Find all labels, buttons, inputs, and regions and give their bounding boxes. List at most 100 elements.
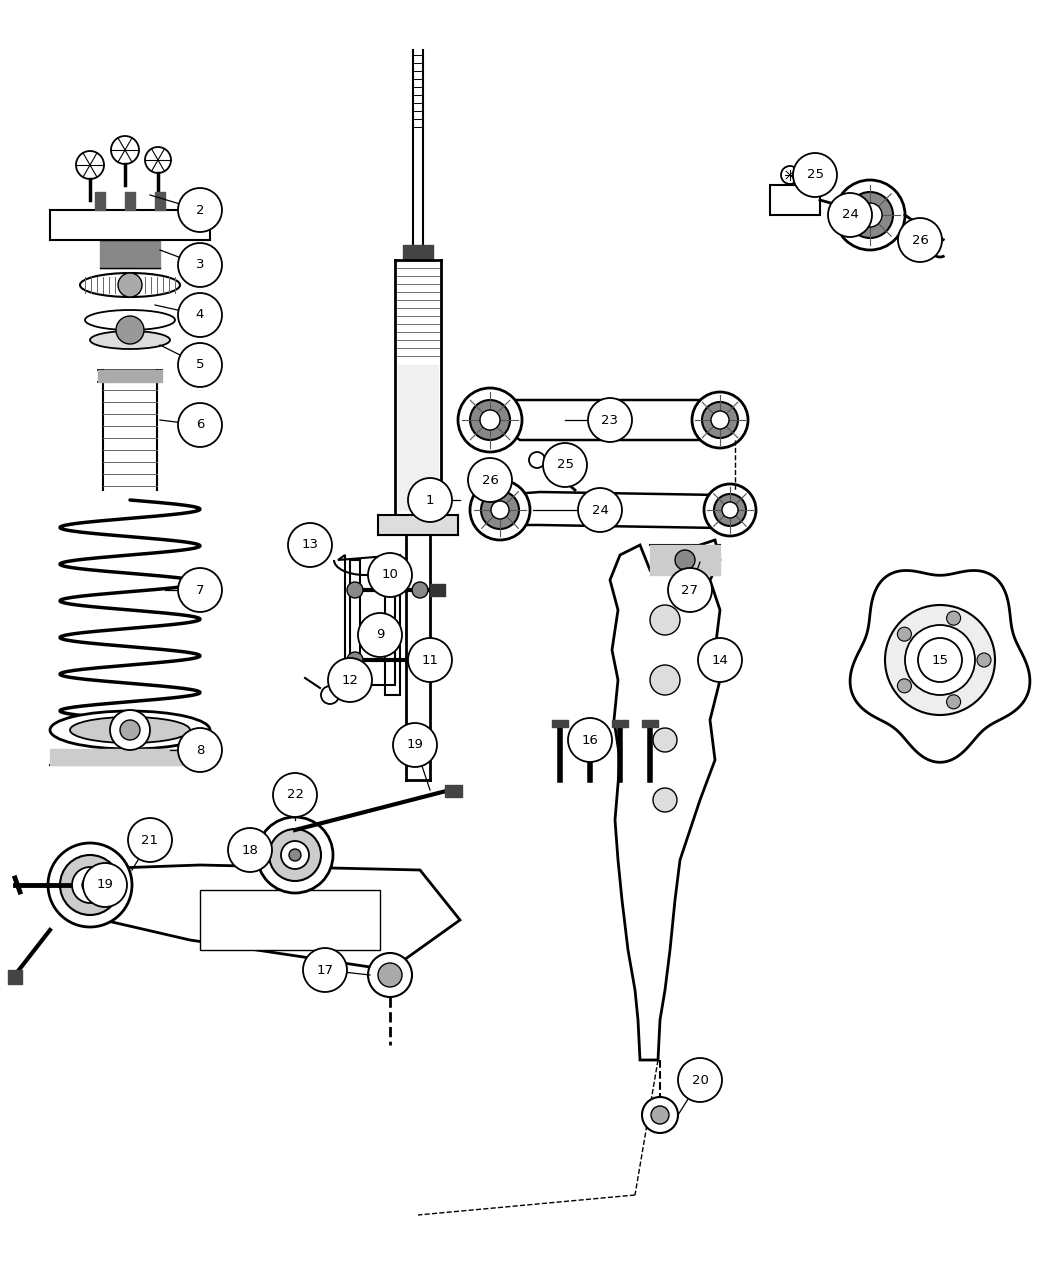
- Circle shape: [529, 453, 545, 468]
- Circle shape: [918, 638, 962, 682]
- Circle shape: [145, 147, 171, 173]
- Polygon shape: [60, 864, 460, 970]
- Text: 1: 1: [425, 493, 435, 506]
- Circle shape: [303, 949, 346, 992]
- Circle shape: [393, 723, 437, 768]
- Ellipse shape: [90, 332, 170, 349]
- Polygon shape: [338, 555, 400, 695]
- Circle shape: [470, 479, 530, 541]
- Ellipse shape: [50, 711, 210, 748]
- Text: 25: 25: [806, 168, 823, 181]
- Circle shape: [321, 686, 339, 704]
- Circle shape: [588, 398, 632, 442]
- Polygon shape: [200, 890, 380, 950]
- Circle shape: [408, 478, 452, 521]
- Circle shape: [178, 293, 222, 337]
- Circle shape: [178, 403, 222, 448]
- Text: 15: 15: [931, 654, 948, 667]
- Text: 10: 10: [381, 569, 398, 581]
- Circle shape: [692, 391, 748, 448]
- Circle shape: [543, 442, 587, 487]
- Circle shape: [578, 488, 622, 532]
- Text: 3: 3: [195, 259, 205, 272]
- Circle shape: [83, 863, 127, 907]
- Text: 19: 19: [406, 738, 423, 751]
- Circle shape: [178, 343, 222, 388]
- Ellipse shape: [85, 310, 175, 330]
- Text: 2: 2: [195, 204, 205, 217]
- Circle shape: [412, 652, 428, 668]
- Text: 16: 16: [582, 733, 598, 746]
- Circle shape: [82, 877, 98, 892]
- Circle shape: [288, 523, 332, 567]
- Circle shape: [408, 638, 452, 682]
- Text: 8: 8: [195, 743, 204, 756]
- Polygon shape: [770, 185, 820, 215]
- Polygon shape: [610, 541, 720, 1060]
- Text: 11: 11: [421, 654, 439, 667]
- Circle shape: [110, 710, 150, 750]
- Circle shape: [458, 388, 522, 453]
- Circle shape: [714, 493, 745, 527]
- Circle shape: [653, 728, 677, 752]
- Circle shape: [178, 728, 222, 771]
- Text: 27: 27: [681, 584, 698, 597]
- Polygon shape: [490, 400, 730, 440]
- Circle shape: [368, 952, 412, 997]
- Text: 24: 24: [841, 209, 859, 222]
- Circle shape: [328, 658, 372, 703]
- Circle shape: [481, 491, 519, 529]
- Text: 6: 6: [195, 418, 204, 431]
- Circle shape: [118, 273, 142, 297]
- Circle shape: [885, 606, 995, 715]
- Circle shape: [269, 829, 321, 881]
- Text: 25: 25: [556, 459, 573, 472]
- Circle shape: [128, 819, 172, 862]
- Text: 17: 17: [316, 964, 334, 977]
- Ellipse shape: [70, 717, 190, 743]
- Circle shape: [702, 402, 738, 439]
- Circle shape: [651, 1105, 669, 1125]
- Circle shape: [378, 963, 402, 987]
- Circle shape: [678, 1058, 722, 1102]
- Circle shape: [947, 695, 961, 709]
- Circle shape: [480, 411, 500, 430]
- Text: 5: 5: [195, 358, 205, 371]
- Text: 12: 12: [341, 673, 358, 686]
- Circle shape: [491, 501, 509, 519]
- Polygon shape: [850, 570, 1030, 762]
- Circle shape: [346, 581, 363, 598]
- Text: 9: 9: [376, 629, 384, 641]
- Text: 23: 23: [602, 413, 618, 427]
- Circle shape: [947, 611, 961, 625]
- Polygon shape: [500, 492, 740, 528]
- Circle shape: [698, 638, 742, 682]
- Circle shape: [650, 666, 680, 695]
- Circle shape: [60, 856, 120, 915]
- Circle shape: [675, 550, 695, 570]
- Circle shape: [922, 643, 958, 678]
- Circle shape: [346, 652, 363, 668]
- Circle shape: [470, 400, 510, 440]
- Circle shape: [48, 843, 132, 927]
- Circle shape: [306, 536, 324, 555]
- Circle shape: [722, 502, 738, 518]
- Circle shape: [111, 136, 139, 164]
- Text: 20: 20: [692, 1074, 709, 1086]
- Circle shape: [472, 473, 492, 493]
- Circle shape: [828, 193, 872, 237]
- Circle shape: [178, 567, 222, 612]
- Circle shape: [650, 606, 680, 635]
- Circle shape: [898, 678, 911, 692]
- Circle shape: [468, 458, 512, 502]
- Circle shape: [793, 153, 837, 198]
- Text: 26: 26: [482, 473, 499, 487]
- Text: 18: 18: [242, 844, 258, 857]
- Circle shape: [358, 613, 402, 657]
- Circle shape: [76, 150, 104, 178]
- Text: 13: 13: [301, 538, 318, 552]
- Circle shape: [704, 484, 756, 536]
- Circle shape: [178, 187, 222, 232]
- Circle shape: [835, 180, 905, 250]
- Circle shape: [412, 581, 428, 598]
